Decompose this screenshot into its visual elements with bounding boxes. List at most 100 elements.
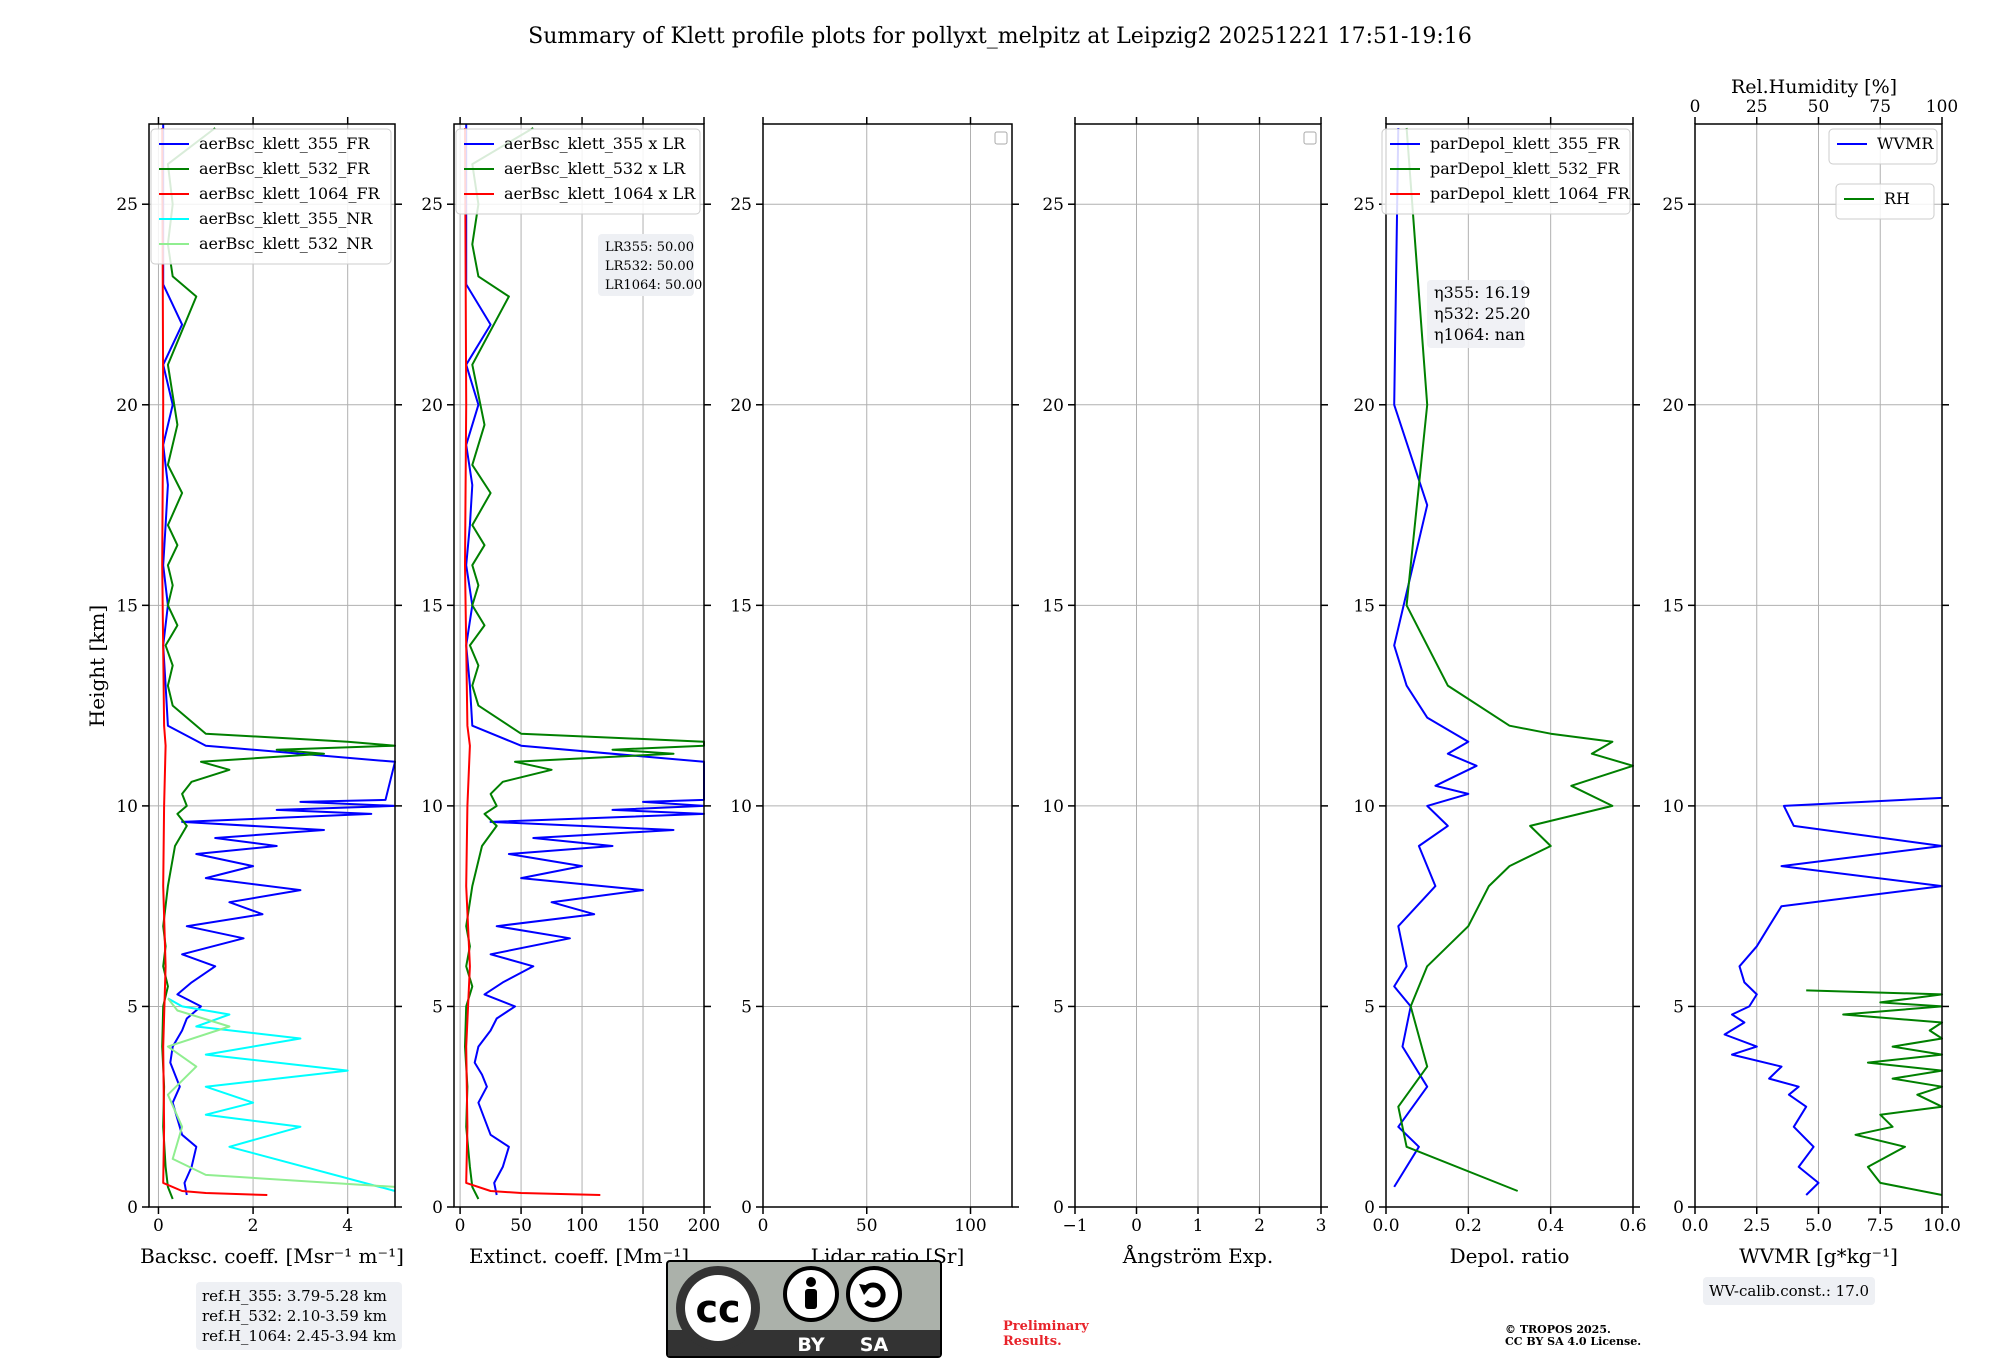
copyright-line-1: © TROPOS 2025. — [1505, 1323, 1611, 1336]
legend-entry: aerBsc_klett_532 x LR — [504, 159, 686, 178]
x-axis-label: Depol. ratio — [1450, 1244, 1570, 1268]
sa-arrow-icon — [864, 1282, 886, 1308]
legend-entry: parDepol_klett_355_FR — [1430, 134, 1621, 153]
ref-height-355: ref.H_355: 3.79-5.28 km — [202, 1287, 387, 1305]
x-tick-label: 0 — [153, 1216, 164, 1236]
cc-sa-label: SA — [860, 1334, 889, 1356]
ref-height-box: ref.H_355: 3.79-5.28 km ref.H_532: 2.10-… — [196, 1282, 403, 1350]
wv-calib-text: WV-calib.const.: 17.0 — [1709, 1282, 1870, 1300]
y-tick-label: 15 — [1662, 596, 1684, 616]
x-axis-label: WVMR [g*kg⁻¹] — [1739, 1244, 1898, 1268]
legend-entry: aerBsc_klett_355 x LR — [504, 134, 686, 153]
preliminary-note: Preliminary Results. — [1003, 1319, 1089, 1349]
y-tick-label: 5 — [741, 997, 752, 1017]
legend-frame — [455, 128, 701, 215]
x-axis-label: Ångström Exp. — [1122, 1243, 1273, 1268]
x-tick-label: 200 — [688, 1216, 720, 1236]
eta-annotation-line: η532: 25.20 — [1434, 304, 1530, 323]
x-axis-label: Backsc. coeff. [Msr⁻¹ m⁻¹] — [140, 1244, 404, 1268]
rh-tick-label: 100 — [1926, 97, 1958, 117]
legend-entry: aerBsc_klett_1064_FR — [199, 184, 381, 203]
legend-frame — [1828, 128, 1938, 165]
x-tick-label: 7.5 — [1867, 1216, 1894, 1236]
series-RH — [1806, 989, 1943, 1196]
plot-frame — [762, 123, 1013, 1208]
y-tick-label: 15 — [1353, 596, 1375, 616]
y-tick-label: 10 — [1662, 797, 1684, 817]
eta-annotation-line: η355: 16.19 — [1434, 283, 1530, 302]
y-axis-label: Height [km] — [85, 605, 109, 727]
y-tick-label: 0 — [1053, 1198, 1064, 1218]
x-tick-label: 0 — [758, 1216, 769, 1236]
legend-entry: aerBsc_klett_355_NR — [199, 209, 373, 228]
legend-extinction: aerBsc_klett_355 x LR aerBsc_klett_532 x … — [455, 128, 701, 215]
legend-depol: parDepol_klett_355_FR parDepol_klett_532_… — [1381, 128, 1631, 215]
series-aerBsc_klett_355_FR — [162, 124, 396, 1196]
cc-by-sa-logo: cc BY SA — [666, 1260, 942, 1358]
x-tick-label: 0.6 — [1619, 1216, 1646, 1236]
legend-entry: aerBsc_klett_1064 x LR — [504, 184, 696, 203]
legend-entry: WVMR — [1877, 134, 1934, 153]
rh-tick-label: 25 — [1746, 97, 1768, 117]
lr-annotation-line: LR355: 50.00 — [605, 240, 694, 255]
x-tick-label: 10.0 — [1923, 1216, 1961, 1236]
rh-axis-label: Rel.Humidity [%] — [1731, 76, 1897, 98]
series-aerBsc_klett_532_NR — [166, 997, 396, 1188]
x-tick-label: 0 — [455, 1216, 466, 1236]
y-tick-label: 15 — [1042, 596, 1064, 616]
x-axis-label: Extinct. coeff. [Mm⁻¹] — [469, 1244, 689, 1268]
x-tick-label: 0.0 — [1372, 1216, 1399, 1236]
y-tick-label: 25 — [421, 195, 443, 215]
cc-inner-circle — [685, 1275, 751, 1341]
y-tick-label: 20 — [1353, 396, 1375, 416]
y-tick-label: 15 — [421, 596, 443, 616]
by-person-body — [805, 1289, 817, 1309]
y-tick-label: 25 — [1662, 195, 1684, 215]
x-tick-label: 0.0 — [1681, 1216, 1708, 1236]
panel-wvmr: 0.0 2.5 5.0 7.5 10.0 0 25 50 75 100 0 5 10 15 20 25 WVMR… — [1662, 97, 1961, 1268]
empty-legend-angstrom — [1303, 131, 1317, 145]
y-tick-label: 0 — [1673, 1198, 1684, 1218]
y-tick-label: 5 — [1673, 997, 1684, 1017]
series-parDepol_klett_532_FR — [1397, 127, 1634, 1192]
by-person-head — [806, 1277, 816, 1287]
ref-height-1064: ref.H_1064: 2.45-3.94 km — [202, 1327, 397, 1345]
rh-tick-label: 50 — [1808, 97, 1830, 117]
legend-backscatter: aerBsc_klett_355_FR aerBsc_klett_532_FRae… — [150, 128, 392, 265]
y-tick-label: 0 — [432, 1198, 443, 1218]
y-tick-label: 20 — [730, 396, 752, 416]
y-tick-label: 25 — [1353, 195, 1375, 215]
y-tick-label: 10 — [1042, 797, 1064, 817]
x-tick-label: 100 — [566, 1216, 598, 1236]
y-tick-label: 5 — [1053, 997, 1064, 1017]
legend-frame — [150, 128, 392, 265]
x-tick-label: 0.2 — [1455, 1216, 1482, 1236]
series-parDepol_klett_355_FR — [1393, 127, 1478, 1188]
y-tick-label: 25 — [730, 195, 752, 215]
eta-annotation: η355: 16.19 η532: 25.20 η1064: nan — [1427, 280, 1530, 348]
panel-extinction: 0 50 100 150 200 0 5 10 15 20 25 Extinct. coeff. [M… — [421, 117, 720, 1268]
x-tick-label: 3 — [1316, 1216, 1327, 1236]
panel-depol: 0.0 0.2 0.4 0.6 0 5 10 15 20 25 Depol. ratio — [1353, 117, 1647, 1268]
legend-frame — [1381, 128, 1631, 215]
cc-logo-text: cc — [695, 1287, 740, 1331]
copyright-line-2: CC BY SA 4.0 License. — [1505, 1335, 1642, 1348]
plot-frame — [148, 123, 396, 1208]
y-tick-label: 20 — [421, 396, 443, 416]
rh-tick-label: 0 — [1690, 97, 1701, 117]
legend-entry: RH — [1884, 189, 1910, 208]
y-tick-label: 10 — [421, 797, 443, 817]
lr-annotation-line: LR1064: 50.00 — [605, 278, 702, 293]
series-aerBsc_klett_532_FR — [161, 127, 396, 1200]
preliminary-line-2: Results. — [1003, 1334, 1062, 1349]
x-tick-label: 4 — [342, 1216, 353, 1236]
preliminary-line-1: Preliminary — [1003, 1319, 1089, 1334]
series-aerBsc_klett_355 x LR — [465, 124, 705, 1196]
copyright-note: © TROPOS 2025. CC BY SA 4.0 License. — [1505, 1324, 1641, 1348]
y-tick-label: 0 — [741, 1198, 752, 1218]
x-tick-label: 2.5 — [1743, 1216, 1770, 1236]
sa-share-icon — [846, 1266, 902, 1322]
x-tick-label: 2 — [248, 1216, 259, 1236]
